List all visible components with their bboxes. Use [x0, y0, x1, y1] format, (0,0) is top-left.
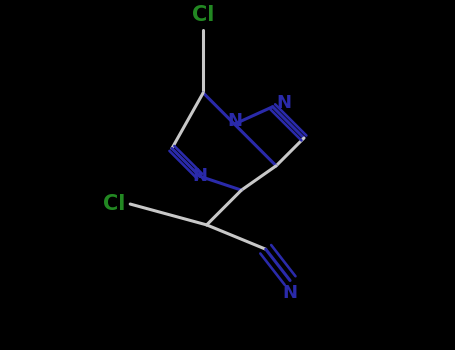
Text: N: N — [227, 112, 242, 130]
Text: Cl: Cl — [192, 5, 214, 25]
Text: N: N — [192, 167, 207, 185]
Text: N: N — [276, 94, 291, 112]
Text: Cl: Cl — [103, 194, 125, 214]
Text: N: N — [283, 284, 298, 302]
